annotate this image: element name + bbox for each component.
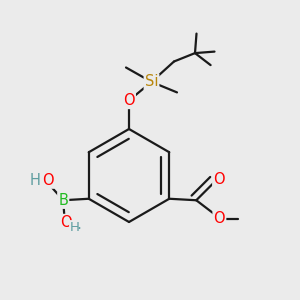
Text: Si: Si xyxy=(145,74,158,89)
Text: O: O xyxy=(42,173,54,188)
Text: H: H xyxy=(30,173,41,188)
Text: O: O xyxy=(214,211,225,226)
Text: ·: · xyxy=(77,222,82,237)
Text: B: B xyxy=(58,193,68,208)
Text: H: H xyxy=(70,221,80,234)
Text: O: O xyxy=(123,93,135,108)
Text: O: O xyxy=(213,172,225,187)
Text: O: O xyxy=(60,215,72,230)
